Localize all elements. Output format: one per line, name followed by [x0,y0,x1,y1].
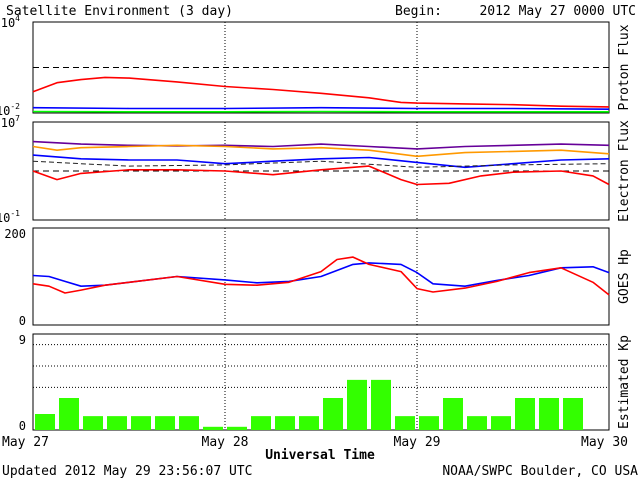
x-axis-title: Universal Time [265,448,375,463]
begin-label: Begin: [395,4,442,19]
panel-kp [33,334,609,430]
kp-bar [467,416,487,430]
kp-bar [227,427,247,430]
credit-text: NOAA/SWPC Boulder, CO USA [442,464,638,479]
kp-bar [419,416,439,430]
x-tick-label: May 30 [581,435,628,450]
kp-bar [299,416,319,430]
kp-bar [563,398,583,430]
kp-bar [83,416,103,430]
kp-bar [179,416,199,430]
kp-bar [35,414,55,430]
kp-bar [395,416,415,430]
kp-bar [275,416,295,430]
kp-bar [323,398,343,430]
y-tick-base: 10 [0,211,10,225]
x-tick-label: May 29 [394,435,441,450]
y-tick-label: 107 [1,114,20,130]
kp-bar [107,416,127,430]
x-tick-label: May 27 [2,435,49,450]
y-tick-exponent: -2 [10,102,20,111]
panel-ylabel: Estimated Kp [617,335,632,429]
y-tick-exponent: 7 [15,114,20,123]
y-tick-label: 200 [4,227,26,241]
kp-bar [59,398,79,430]
y-tick-base: 10 [1,116,15,130]
y-tick-label: 0 [19,314,26,328]
kp-bar [515,398,535,430]
kp-bar [371,380,391,430]
kp-bar [539,398,559,430]
y-tick-exponent: 4 [15,14,20,23]
kp-bar [491,416,511,430]
updated-timestamp: Updated 2012 May 29 23:56:07 UTC [2,464,252,479]
kp-bar [251,416,271,430]
panel-ylabel: GOES Hp [617,249,632,304]
y-tick-label: 0 [19,419,26,433]
kp-bar [203,427,223,430]
panel-frame [33,22,609,113]
kp-bar [131,416,151,430]
y-tick-label: 9 [19,333,26,347]
kp-bar [155,416,175,430]
y-tick-label: 10-1 [0,209,20,225]
begin-value: 2012 May 27 0000 UTC [479,4,636,19]
panel-goes_hp [33,228,609,325]
y-tick-base: 10 [1,16,15,30]
chart-title: Satellite Environment (3 day) [6,4,233,19]
panel-proton [33,22,609,113]
kp-bar [347,380,367,430]
panel-electron [33,122,609,220]
y-tick-label: 104 [1,14,20,30]
panel-ylabel: Proton Flux [617,24,632,110]
x-tick-label: May 28 [202,435,249,450]
kp-bar [443,398,463,430]
panel-ylabel: Electron Flux [617,120,632,222]
y-tick-exponent: -1 [10,209,20,218]
